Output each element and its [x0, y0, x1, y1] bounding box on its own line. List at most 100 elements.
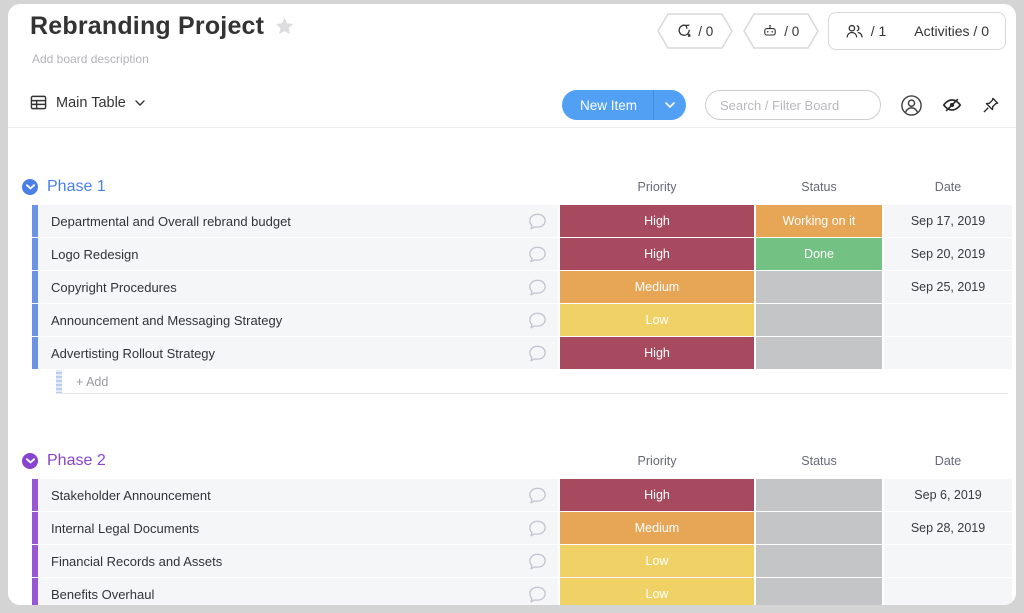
- task-name: Stakeholder Announcement: [51, 487, 211, 503]
- column-header-status[interactable]: Status: [801, 180, 837, 194]
- chat-bubble-icon[interactable]: [527, 244, 548, 265]
- date-cell[interactable]: [884, 578, 1012, 605]
- add-row-color-bar: [56, 370, 62, 393]
- chat-bubble-icon[interactable]: [527, 310, 548, 331]
- date-cell[interactable]: Sep 17, 2019: [884, 205, 1012, 237]
- task-name: Copyright Procedures: [51, 279, 177, 295]
- group-header: Phase 1 Priority Status Date: [22, 174, 1012, 200]
- date-cell[interactable]: [884, 304, 1012, 336]
- status-cell[interactable]: Working on it: [756, 205, 882, 237]
- add-item-label: + Add: [76, 374, 109, 389]
- table-row: Benefits Overhaul Low: [32, 578, 1012, 605]
- priority-cell[interactable]: Medium: [560, 271, 754, 303]
- table-row: Advertisting Rollout Strategy High: [32, 337, 1012, 369]
- status-cell[interactable]: [756, 271, 882, 303]
- chat-bubble-icon[interactable]: [527, 485, 548, 506]
- task-name-cell[interactable]: Copyright Procedures: [32, 271, 558, 303]
- status-cell[interactable]: Done: [756, 238, 882, 270]
- automations-counter[interactable]: / 0: [742, 12, 820, 50]
- chevron-down-icon: [135, 99, 145, 106]
- chat-bubble-icon[interactable]: [527, 551, 548, 572]
- date-cell[interactable]: Sep 28, 2019: [884, 512, 1012, 544]
- date-cell[interactable]: [884, 545, 1012, 577]
- task-name-cell[interactable]: Logo Redesign: [32, 238, 558, 270]
- group-rows: Departmental and Overall rebrand budget …: [32, 205, 1012, 394]
- task-name-cell[interactable]: Financial Records and Assets: [32, 545, 558, 577]
- date-cell[interactable]: Sep 25, 2019: [884, 271, 1012, 303]
- group-title[interactable]: Phase 2: [47, 452, 106, 469]
- search-input[interactable]: [705, 90, 881, 120]
- new-item-split-button[interactable]: New Item: [561, 90, 686, 120]
- chat-bubble-icon[interactable]: [527, 343, 548, 364]
- subscribers-count: / 1: [870, 23, 887, 39]
- table-row: Copyright Procedures Medium Sep 25, 2019: [32, 271, 1012, 303]
- activities-button[interactable]: / 1 Activities / 0: [827, 12, 1006, 50]
- status-cell[interactable]: [756, 304, 882, 336]
- board-description-placeholder[interactable]: Add board description: [32, 52, 149, 66]
- chat-bubble-icon[interactable]: [527, 211, 548, 232]
- status-cell[interactable]: [756, 512, 882, 544]
- status-cell[interactable]: [756, 578, 882, 605]
- collapse-group-button[interactable]: [22, 453, 38, 469]
- date-cell[interactable]: Sep 6, 2019: [884, 479, 1012, 511]
- table-row: Logo Redesign High Done Sep 20, 2019: [32, 238, 1012, 270]
- table-row: Internal Legal Documents Medium Sep 28, …: [32, 512, 1012, 544]
- table-row: Announcement and Messaging Strategy Low: [32, 304, 1012, 336]
- group-title[interactable]: Phase 1: [47, 178, 106, 195]
- view-switcher-main-table[interactable]: Main Table: [30, 94, 145, 111]
- date-cell[interactable]: [884, 337, 1012, 369]
- task-name-cell[interactable]: Departmental and Overall rebrand budget: [32, 205, 558, 237]
- new-item-button[interactable]: New Item: [579, 97, 637, 113]
- status-cell[interactable]: [756, 545, 882, 577]
- toolbar-divider: [8, 127, 1016, 128]
- task-name: Financial Records and Assets: [51, 553, 223, 569]
- column-header-priority[interactable]: Priority: [637, 454, 677, 468]
- collapse-group-button[interactable]: [22, 179, 38, 195]
- board-group: Phase 1 Priority Status Date Departmenta…: [8, 174, 1016, 394]
- person-filter-icon[interactable]: [900, 94, 923, 117]
- priority-cell[interactable]: High: [560, 479, 754, 511]
- status-cell[interactable]: [756, 337, 882, 369]
- activities-count: Activities / 0: [914, 23, 989, 39]
- hidden-columns-eye-icon[interactable]: [942, 95, 962, 115]
- priority-cell[interactable]: High: [560, 337, 754, 369]
- task-name-cell[interactable]: Stakeholder Announcement: [32, 479, 558, 511]
- column-header-priority[interactable]: Priority: [637, 180, 677, 194]
- column-header-date[interactable]: Date: [934, 454, 962, 468]
- group-rows: Stakeholder Announcement High Sep 6, 201…: [32, 479, 1012, 605]
- task-name: Departmental and Overall rebrand budget: [51, 213, 291, 229]
- chat-bubble-icon[interactable]: [527, 277, 548, 298]
- task-name-cell[interactable]: Advertisting Rollout Strategy: [32, 337, 558, 369]
- priority-cell[interactable]: Low: [560, 304, 754, 336]
- priority-cell[interactable]: Low: [560, 578, 754, 605]
- board-title[interactable]: Rebranding Project: [30, 12, 265, 40]
- add-item-row[interactable]: + Add: [56, 370, 1008, 394]
- column-header-date[interactable]: Date: [934, 180, 962, 194]
- column-header-status[interactable]: Status: [801, 454, 837, 468]
- date-cell[interactable]: Sep 20, 2019: [884, 238, 1012, 270]
- board-group: Phase 2 Priority Status Date Stakeholder…: [8, 448, 1016, 605]
- priority-cell[interactable]: Medium: [560, 512, 754, 544]
- automations-count: / 0: [784, 23, 800, 39]
- pin-icon[interactable]: [981, 96, 1000, 115]
- task-name: Internal Legal Documents: [51, 520, 200, 536]
- task-name-cell[interactable]: Benefits Overhaul: [32, 578, 558, 605]
- priority-cell[interactable]: Low: [560, 545, 754, 577]
- view-label: Main Table: [56, 94, 126, 111]
- chat-bubble-icon[interactable]: [527, 518, 548, 539]
- task-name: Advertisting Rollout Strategy: [51, 345, 216, 361]
- integrations-counter[interactable]: / 0: [656, 12, 734, 50]
- status-cell[interactable]: [756, 479, 882, 511]
- robot-icon: [762, 23, 778, 39]
- task-name: Benefits Overhaul: [51, 586, 155, 602]
- chat-bubble-icon[interactable]: [527, 584, 548, 605]
- task-name-cell[interactable]: Announcement and Messaging Strategy: [32, 304, 558, 336]
- priority-cell[interactable]: High: [560, 205, 754, 237]
- integrations-count: / 0: [698, 23, 714, 39]
- table-row: Financial Records and Assets Low: [32, 545, 1012, 577]
- favorite-star-icon[interactable]: [274, 16, 295, 37]
- table-row: Stakeholder Announcement High Sep 6, 201…: [32, 479, 1012, 511]
- task-name-cell[interactable]: Internal Legal Documents: [32, 512, 558, 544]
- new-item-dropdown-button[interactable]: [653, 90, 686, 120]
- priority-cell[interactable]: High: [560, 238, 754, 270]
